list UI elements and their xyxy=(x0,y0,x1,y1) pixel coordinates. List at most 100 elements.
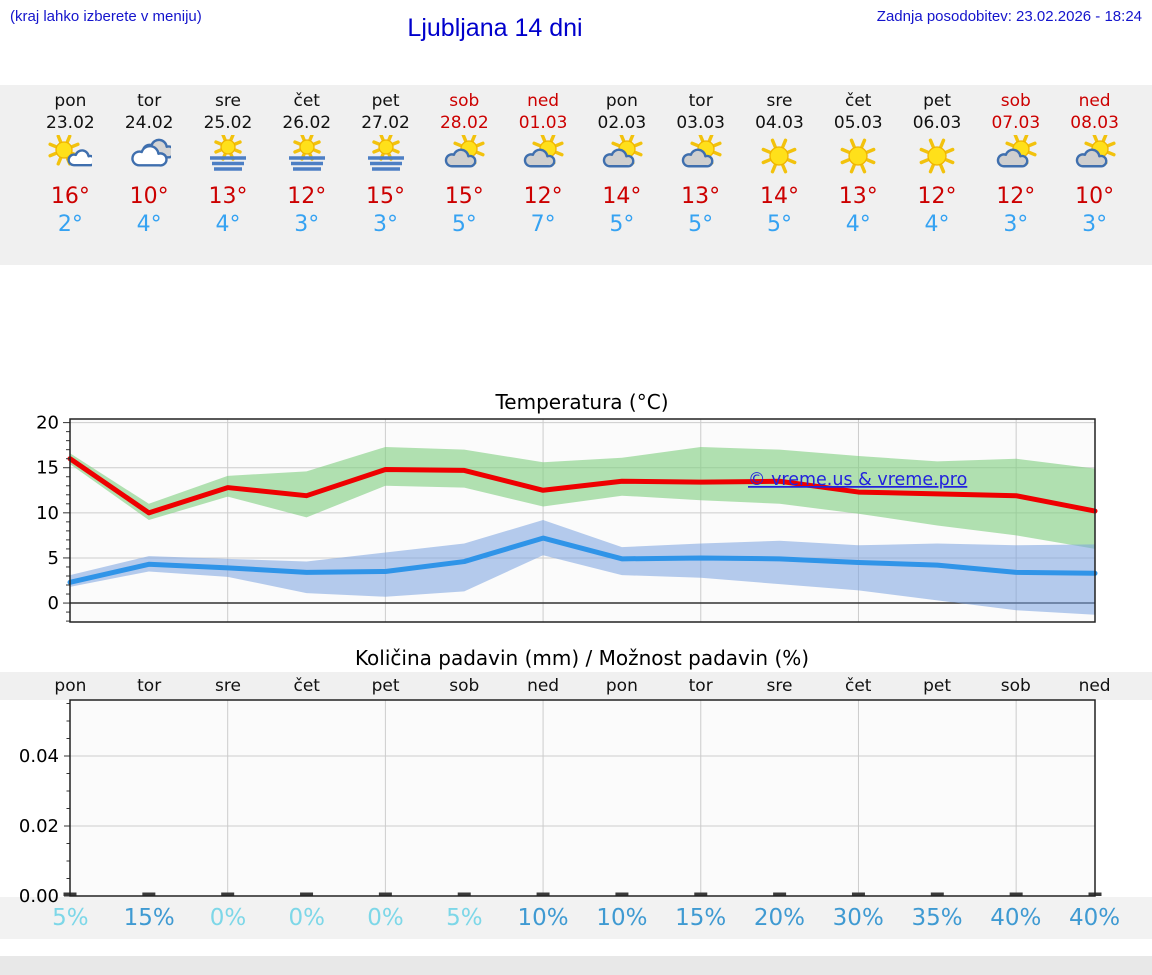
precip-bar xyxy=(457,892,471,896)
precip-percent-grid: 5% 15% 0% 0% 0% 5% 10% 10% 15% 20% 30% 35% 40% 40% xyxy=(31,897,1134,939)
temp-ytick-label: 0 xyxy=(48,593,59,614)
precip-day-label: ned xyxy=(1078,676,1111,696)
weather-icon-cell xyxy=(898,135,977,181)
day-date: 25.02 xyxy=(203,113,253,133)
precip-probability: 15% xyxy=(123,905,175,931)
temp-ytick-label: 5 xyxy=(48,548,59,569)
day-name: pet xyxy=(923,91,951,111)
menu-hint-text: (kraj lahko izberete v meniju) xyxy=(10,8,202,25)
precip-day-label: sre xyxy=(766,676,793,696)
high-temp: 12° xyxy=(917,184,957,209)
low-temp: 3° xyxy=(294,212,320,237)
forecast-day-column: sob 07.03 12° 3° xyxy=(976,85,1055,238)
weather-icon-cell xyxy=(31,135,110,181)
fog-sun-icon xyxy=(288,135,325,171)
precip-days-grid: pon tor sre čet pet sob ned pon tor sre čet pet sob n… xyxy=(31,672,1134,700)
last-update-text: Zadnja posodobitev: 23.02.2026 - 18:24 xyxy=(876,8,1142,25)
precip-day-label: sob xyxy=(1000,676,1031,696)
day-date: 06.03 xyxy=(912,113,962,133)
high-temp: 12° xyxy=(523,184,563,209)
low-temp: 3° xyxy=(373,212,399,237)
sun-cloud-icon xyxy=(1075,135,1116,168)
precip-bar xyxy=(930,892,944,896)
precip-probability: 35% xyxy=(911,905,963,931)
temp-ytick-label: 10 xyxy=(36,503,59,524)
day-date: 27.02 xyxy=(361,113,410,133)
precip-ytick-label: 0.00 xyxy=(19,886,59,907)
high-temp: 10° xyxy=(129,184,169,209)
day-date: 04.03 xyxy=(755,113,804,133)
low-temp: 4° xyxy=(136,212,162,237)
day-date: 07.03 xyxy=(991,113,1041,133)
weather-icon-cell xyxy=(976,135,1055,181)
precip-bar xyxy=(615,892,629,896)
forecast-day-column: sre 25.02 13° 4° xyxy=(189,85,268,238)
precip-day-label: pon xyxy=(54,676,87,696)
precip-day-label: čet xyxy=(845,676,872,696)
sun-cloud-icon xyxy=(523,135,564,168)
weather-icon-cell xyxy=(189,135,268,181)
precip-day-label: pet xyxy=(923,676,951,696)
precip-probability: 5% xyxy=(52,905,89,931)
precip-day-label: sob xyxy=(449,676,480,696)
low-temp: 5° xyxy=(688,212,714,237)
weather-icon-cell xyxy=(1055,135,1134,181)
precip-ytick-label: 0.02 xyxy=(19,816,59,837)
high-temp: 13° xyxy=(838,184,878,209)
high-temp: 12° xyxy=(287,184,327,209)
weather-icon-cell xyxy=(661,135,740,181)
precip-day-label: pet xyxy=(371,676,400,696)
low-temp: 5° xyxy=(609,212,635,237)
forecast-day-column: pon 23.02 16° 2° xyxy=(31,85,110,238)
forecast-day-column: čet 05.03 13° 4° xyxy=(819,85,898,238)
sun-cloud-icon xyxy=(996,135,1037,168)
precip-probability: 40% xyxy=(990,905,1042,931)
day-name: tor xyxy=(688,91,713,111)
precip-day-label: tor xyxy=(137,676,162,696)
day-date: 01.03 xyxy=(518,113,568,133)
temp-ytick-label: 15 xyxy=(36,458,59,479)
precip-probability: 15% xyxy=(675,905,727,931)
min-temp-series xyxy=(67,535,1098,585)
precip-probability: 10% xyxy=(596,905,648,931)
high-temp: 14° xyxy=(759,184,799,209)
cloudy-icon xyxy=(131,138,172,167)
precip-probability: 0% xyxy=(209,905,247,931)
weather-icon-cell xyxy=(740,135,819,181)
low-temp: 4° xyxy=(215,212,241,237)
watermark-link[interactable]: © vreme.us & vreme.pro xyxy=(748,470,967,490)
low-temp: 4° xyxy=(845,212,871,237)
forecast-day-column: ned 01.03 12° 7° xyxy=(504,85,583,238)
day-name: pon xyxy=(605,91,638,111)
precip-day-label: sre xyxy=(214,676,241,696)
weather-icon-cell xyxy=(267,135,346,181)
high-temp: 12° xyxy=(996,184,1036,209)
temperature-chart-title: Temperatura (°C) xyxy=(495,390,669,414)
day-date: 26.02 xyxy=(282,113,332,133)
day-name: ned xyxy=(1078,91,1111,111)
precip-bar xyxy=(142,892,156,896)
low-temp: 4° xyxy=(924,212,950,237)
precip-probability: 20% xyxy=(753,905,806,931)
day-name: tor xyxy=(137,91,162,111)
precip-bar xyxy=(300,892,314,896)
day-name: sob xyxy=(449,91,480,111)
forecast-day-column: čet 26.02 12° 3° xyxy=(267,85,346,238)
day-name: pon xyxy=(54,91,87,111)
high-temp: 15° xyxy=(444,184,484,209)
precip-bar xyxy=(536,892,550,896)
precip-day-label: pon xyxy=(605,676,638,696)
day-date: 23.02 xyxy=(46,113,95,133)
precip-probability-strip: 5% 15% 0% 0% 0% 5% 10% 10% 15% 20% 30% 35% 40% 40% xyxy=(0,897,1152,939)
sun-icon xyxy=(840,138,876,174)
precip-probability: 0% xyxy=(367,905,404,931)
precip-bar xyxy=(694,892,708,896)
precip-bar xyxy=(378,892,392,896)
day-date: 24.02 xyxy=(124,113,174,133)
sun-cloud-icon xyxy=(445,135,485,168)
forecast-day-column: pet 06.03 12° 4° xyxy=(898,85,977,238)
low-temp: 7° xyxy=(530,212,556,237)
precip-bar xyxy=(773,892,787,896)
